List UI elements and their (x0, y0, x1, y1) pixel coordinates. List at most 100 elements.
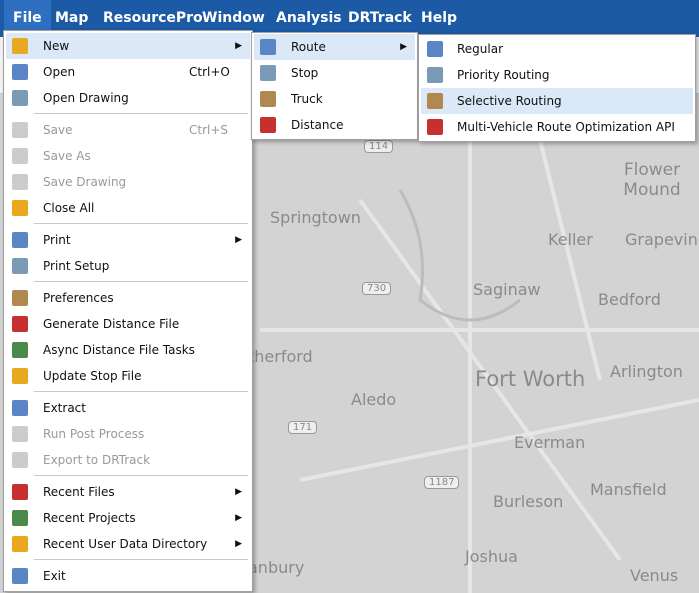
menu-item[interactable]: Export to DRTrack (6, 447, 250, 473)
menu-icon (12, 452, 28, 468)
menu-item-label: Recent Projects (43, 511, 136, 525)
menu-item[interactable]: Preferences (6, 285, 250, 311)
menu-item[interactable]: Print ▶ (6, 227, 250, 253)
place-label: Mansfield (590, 480, 667, 499)
menu-item-label: Distance (291, 118, 344, 132)
menu-item[interactable]: Truck (254, 86, 415, 112)
menu-item[interactable]: Print Setup (6, 253, 250, 279)
menu-item-label: Save As (43, 149, 91, 163)
menu-item-label: Route (291, 40, 326, 54)
menu-item[interactable]: Extract (6, 395, 250, 421)
menu-item[interactable]: Priority Routing (421, 62, 693, 88)
menu-item-label: Run Post Process (43, 427, 145, 441)
menu-icon (12, 232, 28, 248)
menu-item-label: Exit (43, 569, 66, 583)
menu-item[interactable]: Route ▶ (254, 34, 415, 60)
menu-bar-item[interactable]: ResourcePro (103, 10, 203, 26)
menu-bar-item[interactable]: DRTrack (348, 10, 412, 26)
menu-item-label: Truck (291, 92, 323, 106)
place-label: Springtown (270, 208, 361, 227)
place-label: Venus (630, 566, 679, 585)
place-label: Joshua (465, 547, 518, 566)
menu-icon (427, 41, 443, 57)
menu-item[interactable]: Run Post Process (6, 421, 250, 447)
menu-icon (12, 174, 28, 190)
menu-item-label: Update Stop File (43, 369, 142, 383)
menu-icon (12, 316, 28, 332)
menu-item-label: Selective Routing (457, 94, 562, 108)
road-shield: 171 (288, 421, 318, 434)
menu-icon (12, 290, 28, 306)
menu-bar-item[interactable]: Window (202, 10, 265, 26)
menu-item[interactable]: Regular (421, 36, 693, 62)
menu-item[interactable]: Multi-Vehicle Route Optimization API (421, 114, 693, 140)
menu-separator (34, 281, 248, 282)
menu-icon (12, 400, 28, 416)
menu-item[interactable]: Selective Routing (421, 88, 693, 114)
menu-item-label: New (43, 39, 70, 53)
menu-item[interactable]: Stop (254, 60, 415, 86)
menu-item-label: Close All (43, 201, 95, 215)
menu-item[interactable]: Recent Projects ▶ (6, 505, 250, 531)
menu-item-label: Print Setup (43, 259, 110, 273)
menu-item-label: Priority Routing (457, 68, 550, 82)
menu-separator (34, 559, 248, 560)
place-label: anbury (248, 558, 305, 577)
menu-icon (12, 568, 28, 584)
menu-item-label: Recent Files (43, 485, 115, 499)
menu-separator (34, 223, 248, 224)
river (398, 189, 521, 322)
menu-item[interactable]: Async Distance File Tasks (6, 337, 250, 363)
menu-item[interactable]: Exit (6, 563, 250, 589)
menu-item-label: Recent User Data Directory (43, 537, 208, 551)
file-menu: New ▶ Open Ctrl+O Open Drawing Save Ctrl+S Save… (3, 30, 253, 592)
menu-icon (12, 90, 28, 106)
menu-icon (260, 117, 276, 133)
menu-bar-item[interactable]: Map (55, 10, 89, 26)
menu-item[interactable]: Recent User Data Directory ▶ (6, 531, 250, 557)
road-shield: 114 (364, 140, 394, 153)
menu-item[interactable]: Open Ctrl+O (6, 59, 250, 85)
place-label: Arlington (610, 362, 683, 381)
menu-item-label: Save (43, 123, 73, 137)
menu-item[interactable]: Generate Distance File (6, 311, 250, 337)
menu-icon (12, 510, 28, 526)
menu-separator (34, 391, 248, 392)
menu-bar-item[interactable]: Help (421, 10, 458, 26)
menu-item[interactable]: Save Drawing (6, 169, 250, 195)
menu-icon (12, 342, 28, 358)
menu-item[interactable]: New ▶ (6, 33, 250, 59)
place-label: therford (248, 347, 313, 366)
submenu-arrow: ▶ (235, 41, 242, 51)
menu-item-label: Async Distance File Tasks (43, 343, 195, 357)
menu-bar-item[interactable]: Analysis (276, 10, 342, 26)
place-label: Saginaw (473, 280, 541, 299)
submenu-arrow: ▶ (235, 513, 242, 523)
menu-item[interactable]: Save Ctrl+S (6, 117, 250, 143)
menu-separator (34, 113, 248, 114)
menu-icon (12, 484, 28, 500)
menu-item[interactable]: Close All (6, 195, 250, 221)
menu-bar: File Map ResourcePro Window Analysis DRTrack H… (0, 0, 699, 37)
menu-item-label: Export to DRTrack (43, 453, 151, 467)
menu-item-label: Preferences (43, 291, 114, 305)
submenu-arrow: ▶ (235, 235, 242, 245)
menu-icon (12, 38, 28, 54)
menu-item[interactable]: Distance (254, 112, 415, 138)
menu-item[interactable]: Recent Files ▶ (6, 479, 250, 505)
menu-item-label: Regular (457, 42, 504, 56)
menu-item-label: Open (43, 65, 76, 79)
menu-item[interactable]: Update Stop File (6, 363, 250, 389)
new-submenu: Route ▶ Stop Truck Distance (251, 32, 418, 140)
place-label: Bedford (598, 290, 661, 309)
menu-item[interactable]: Save As (6, 143, 250, 169)
place-label: Grapevine (625, 230, 699, 249)
menu-icon (427, 119, 443, 135)
road (260, 139, 699, 593)
menu-item[interactable]: Open Drawing (6, 85, 250, 111)
menu-item-label: Multi-Vehicle Route Optimization API (457, 120, 675, 134)
submenu-arrow: ▶ (400, 42, 407, 52)
menu-item-label: Print (43, 233, 71, 247)
